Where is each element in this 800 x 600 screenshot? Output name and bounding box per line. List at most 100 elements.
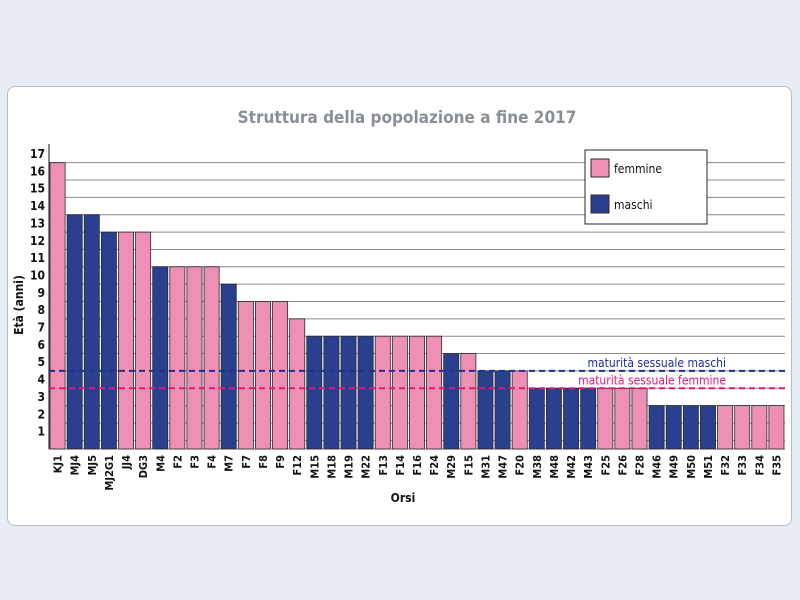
y-tick-label: 3 [37, 390, 45, 404]
x-tick-label: M47 [497, 455, 510, 479]
bar [135, 231, 152, 450]
bar [751, 405, 768, 450]
x-tick-label: M49 [668, 455, 681, 479]
legend-swatch [590, 158, 610, 178]
x-tick-label: F2 [171, 455, 184, 469]
x-tick-label: M7 [223, 455, 236, 472]
bar [426, 335, 443, 450]
bar [563, 387, 580, 450]
x-tick-label: F32 [719, 455, 732, 476]
bar [665, 405, 682, 450]
bar [477, 370, 494, 450]
bar [717, 405, 734, 450]
x-tick-label: MJ2G1 [103, 455, 116, 491]
x-tick-label: M29 [445, 455, 458, 479]
x-tick-label: DG3 [137, 455, 150, 478]
bar [494, 370, 511, 450]
x-tick-label: F28 [634, 455, 647, 476]
bar [220, 283, 237, 450]
legend-label: femmine [614, 162, 662, 176]
x-tick-label: M15 [308, 455, 321, 479]
x-tick-label: M31 [479, 455, 492, 479]
chart-title: Struttura della popolazione a fine 2017 [238, 108, 577, 128]
legend-label: maschi [614, 198, 653, 212]
bar [357, 335, 374, 450]
bar [545, 387, 562, 450]
bar [443, 353, 460, 450]
x-tick-label: F3 [188, 455, 201, 469]
x-tick-label: F34 [753, 455, 766, 476]
bar [66, 214, 83, 450]
x-tick-label: F13 [377, 455, 390, 476]
bar [648, 405, 665, 450]
x-tick-label: M22 [360, 455, 373, 479]
x-tick-label: M46 [651, 455, 664, 479]
x-tick-label: MJ4 [69, 455, 82, 476]
bar [409, 335, 425, 450]
y-tick-label: 2 [37, 407, 45, 421]
bar [460, 353, 477, 450]
reference-line-label: maturità sessuale femmine [578, 373, 726, 387]
bar [528, 387, 545, 450]
x-tick-label: M38 [531, 455, 544, 479]
bar [186, 266, 203, 450]
bar [237, 301, 254, 450]
chart-svg: Struttura della popolazione a fine 2017 1… [12, 108, 785, 505]
y-tick-label: 7 [37, 321, 45, 335]
y-tick-label: 13 [30, 216, 45, 230]
bar [631, 387, 648, 450]
bar [734, 405, 751, 450]
bar [83, 214, 100, 450]
y-tick-label: 12 [30, 234, 45, 248]
x-tick-label: M19 [343, 455, 356, 479]
y-tick-label: 14 [30, 199, 46, 213]
x-tick-label: M18 [325, 455, 338, 479]
bar [100, 231, 117, 450]
x-tick-label: M42 [565, 455, 578, 479]
y-tick-label: 1 [37, 425, 45, 439]
bar [49, 162, 66, 450]
x-tick-label: M50 [685, 455, 698, 479]
x-tick-label: M51 [702, 455, 715, 479]
y-axis-label: Età (anni) [12, 275, 26, 335]
y-tick-label: 17 [30, 147, 45, 161]
y-tick-label: 9 [37, 286, 45, 300]
bar [169, 266, 186, 450]
bar [374, 335, 391, 450]
bar [682, 405, 699, 450]
bar [614, 387, 631, 450]
x-tick-label: F14 [394, 455, 407, 476]
x-tick-label: JJ4 [120, 455, 133, 470]
x-tick-label: F12 [291, 455, 304, 476]
x-tick-label: M43 [582, 455, 595, 479]
bar [340, 335, 357, 450]
x-tick-label: F16 [411, 455, 424, 476]
bar [580, 387, 597, 450]
x-tick-label: M48 [548, 455, 561, 479]
y-tick-label: 10 [30, 268, 45, 282]
y-tick-label: 11 [30, 251, 45, 265]
bar [203, 266, 220, 450]
y-tick-label: 8 [37, 303, 45, 317]
bar [597, 387, 614, 450]
x-tick-label: KJ1 [52, 455, 65, 473]
x-tick-label: F35 [770, 455, 783, 476]
legend-swatch [590, 194, 610, 214]
chart-panel: Struttura della popolazione a fine 2017 1… [7, 86, 792, 526]
x-tick-label: F7 [240, 455, 253, 469]
x-tick-label: F24 [428, 455, 441, 476]
y-tick-label: 6 [37, 338, 45, 352]
bar [118, 231, 134, 450]
reference-line-label: maturità sessuale maschi [587, 356, 726, 370]
x-tick-label: F4 [206, 455, 219, 469]
y-tick-label: 16 [30, 164, 45, 178]
bar [700, 405, 716, 450]
y-tick-label: 5 [37, 355, 45, 369]
bar [152, 266, 169, 450]
y-tick-label: 15 [30, 182, 45, 196]
bar [289, 318, 306, 450]
x-tick-label: F26 [616, 455, 629, 476]
x-axis-label: Orsi [391, 491, 416, 505]
x-tick-label: F33 [736, 455, 749, 476]
x-tick-label: F20 [514, 455, 527, 476]
